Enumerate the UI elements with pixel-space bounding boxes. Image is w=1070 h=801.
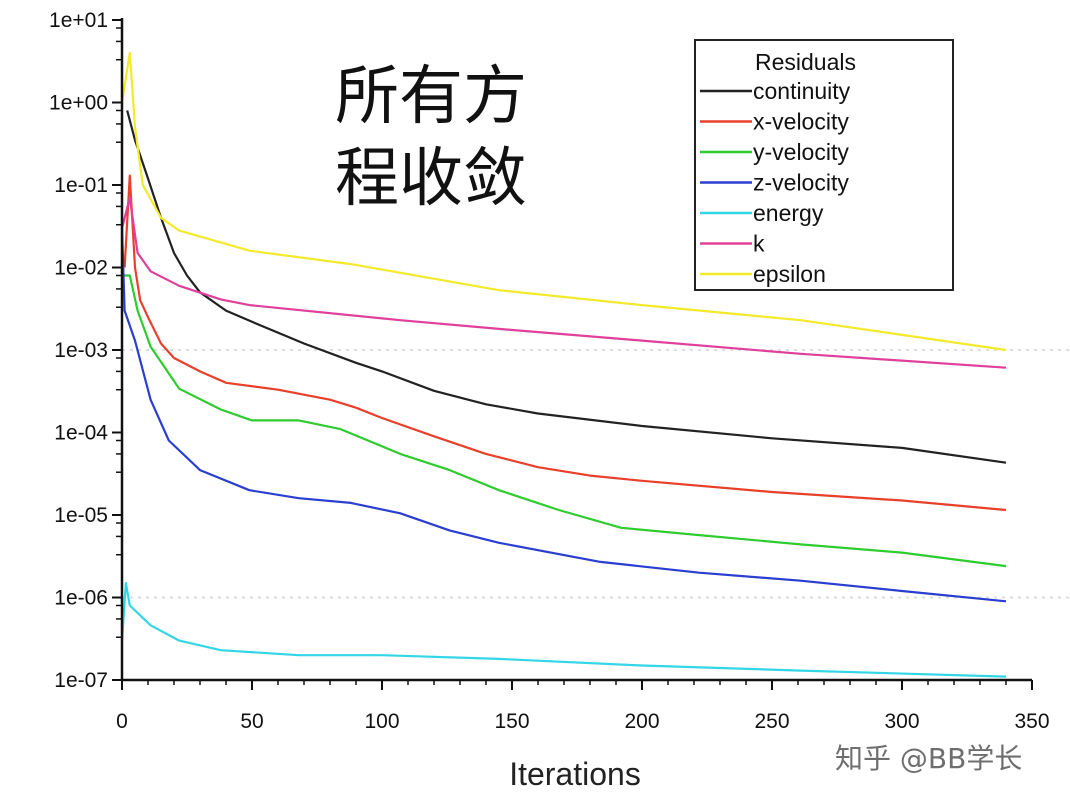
legend-label-k: k xyxy=(753,231,765,257)
x-tick-label: 100 xyxy=(364,710,399,733)
legend-label-energy: energy xyxy=(753,200,824,226)
series-line-x-velocity xyxy=(123,174,1007,512)
y-tick-label: 1e-06 xyxy=(54,587,108,610)
legend: Residuals continuity x-velocity y-velocity… xyxy=(694,39,954,291)
y-tick-label: 1e+00 xyxy=(49,92,108,115)
legend-label-z-velocity: z-velocity xyxy=(753,170,849,196)
x-tick-label: 350 xyxy=(1014,710,1049,733)
x-tick-label: 300 xyxy=(884,710,919,733)
legend-box xyxy=(694,39,954,291)
legend-label-x-velocity: x-velocity xyxy=(753,109,849,135)
y-tick-label: 1e-03 xyxy=(54,339,108,362)
legend-label-y-velocity: y-velocity xyxy=(753,139,849,165)
annotation-line-2: 程收敛 xyxy=(335,142,527,216)
y-tick-label: 1e-01 xyxy=(54,174,108,197)
annotation-line-1: 所有方 xyxy=(335,60,527,134)
legend-title: Residuals xyxy=(755,49,856,75)
series-line-z-velocity xyxy=(120,228,1007,603)
x-tick-label: 150 xyxy=(494,710,529,733)
legend-label-continuity: continuity xyxy=(753,78,851,104)
reference-lines xyxy=(122,349,1070,599)
series-line-epsilon xyxy=(120,51,1007,352)
y-tick-label: 1e+01 xyxy=(49,9,108,32)
x-tick-label: 0 xyxy=(116,710,128,733)
legend-label-epsilon: epsilon xyxy=(753,261,826,287)
axes: 1e+01 1e+00 1e-01 1e-02 1e-03 1e-04 1e-05 1e-06… xyxy=(49,9,1050,733)
y-tick-label: 1e-05 xyxy=(54,504,108,527)
series-line-energy xyxy=(120,581,1007,678)
series-line-k xyxy=(120,196,1007,369)
y-tick-label: 1e-02 xyxy=(54,257,108,280)
y-tick-label: 1e-04 xyxy=(54,422,108,445)
series-lines xyxy=(120,51,1007,678)
series-line-y-velocity xyxy=(122,274,1007,568)
y-tick-label: 1e-07 xyxy=(54,669,108,692)
x-tick-label: 50 xyxy=(240,710,263,733)
x-tick-label: 250 xyxy=(754,710,789,733)
x-axis-title: Iterations xyxy=(509,756,641,792)
x-tick-label: 200 xyxy=(624,710,659,733)
watermark: 知乎 @BB学长 xyxy=(835,742,1022,775)
